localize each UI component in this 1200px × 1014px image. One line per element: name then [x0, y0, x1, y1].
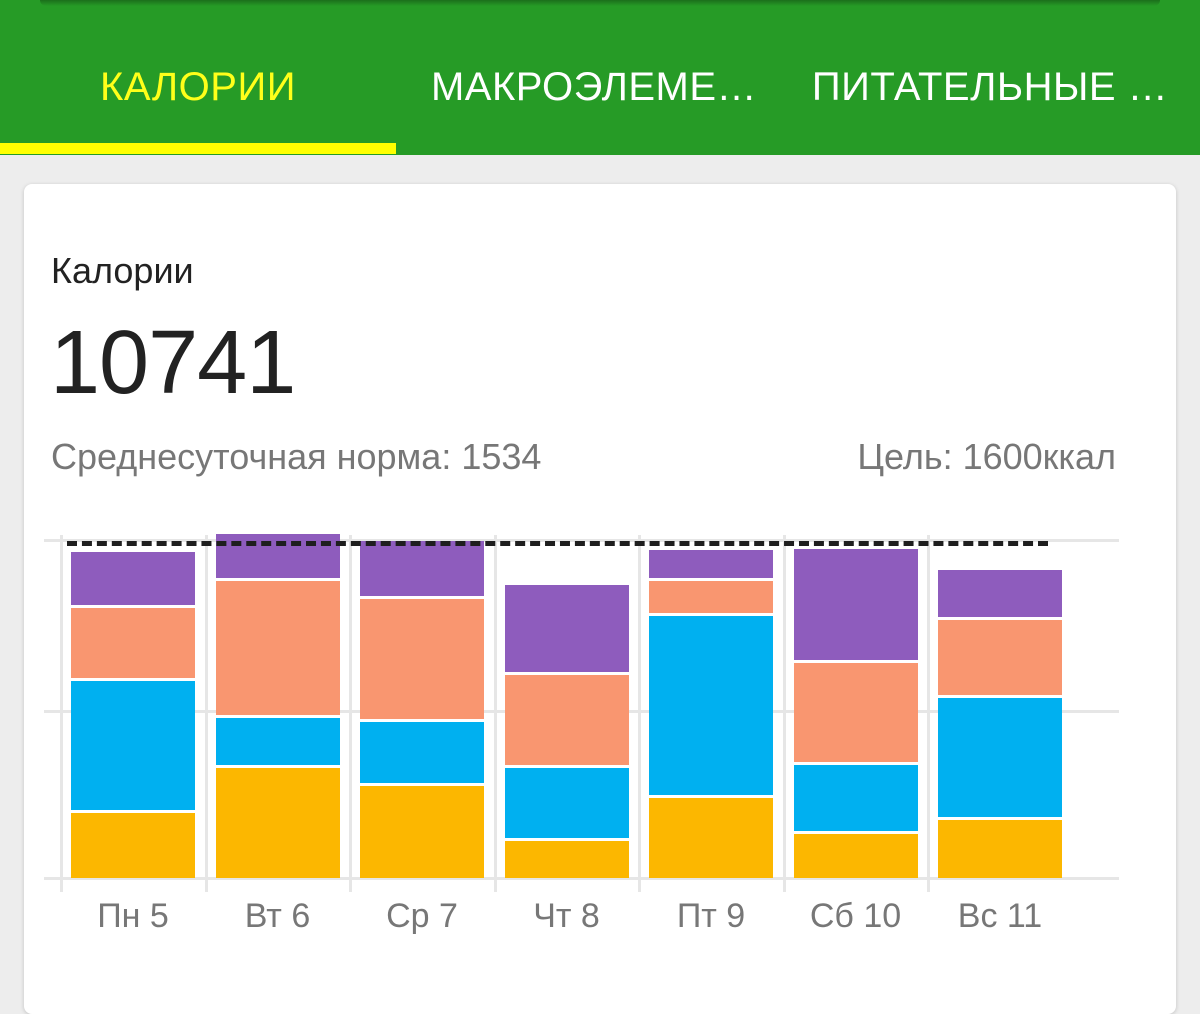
card-title: Калории	[51, 250, 194, 291]
category-separator	[638, 535, 641, 892]
bar-segment	[793, 549, 918, 660]
total-calories-value: 10741	[50, 313, 296, 413]
stacked-bar-chart: Пн 5 Вт 6 Ср 7 Чт 8 Пт 9 Сб 10 Вс 11	[44, 524, 1124, 944]
category-separator	[349, 535, 352, 892]
bar-1[interactable]	[215, 534, 340, 878]
goal-label: Цель: 1600ккал	[857, 436, 1116, 477]
tab-calories[interactable]: КАЛОРИИ	[100, 64, 296, 109]
bar-segment	[793, 659, 918, 762]
bar-segment	[649, 550, 773, 579]
active-tab-indicator	[0, 143, 396, 154]
bar-segment	[504, 764, 629, 839]
bar-segment	[71, 551, 195, 605]
bar-segment	[71, 678, 195, 810]
bar-segment	[215, 578, 340, 715]
bar-segment	[360, 719, 484, 784]
x-axis-label: Сб 10	[809, 897, 902, 935]
bar-segment	[71, 809, 195, 878]
bar-segment	[71, 604, 195, 679]
bar-segment	[504, 838, 629, 878]
x-axis-label: Вс 11	[957, 897, 1043, 935]
x-axis-label: Пн 5	[97, 897, 169, 935]
x-axis-label: Пт 9	[676, 897, 746, 935]
category-separator	[493, 535, 497, 892]
category-separator	[927, 535, 930, 892]
x-axis-label: Вт 6	[244, 897, 311, 935]
bar-segment	[649, 795, 773, 878]
x-axis-label: Ср 7	[386, 897, 458, 935]
tab-nutrients[interactable]: ПИТАТЕЛЬНЫЕ …	[811, 64, 1169, 109]
gridline	[44, 877, 1119, 880]
bar-4[interactable]	[649, 550, 773, 878]
bar-3[interactable]	[504, 585, 629, 878]
category-separator	[782, 535, 786, 892]
bar-2[interactable]	[360, 540, 484, 878]
category-separator	[204, 535, 208, 892]
bar-segment	[360, 595, 484, 720]
bar-segment	[938, 570, 1062, 618]
bar-segment	[649, 612, 773, 796]
calories-card: Калории 10741 Среднесуточная норма: 1534…	[24, 184, 1176, 1014]
bar-segment	[360, 783, 484, 878]
bar-segment	[649, 578, 773, 613]
toolbar-shadow	[40, 0, 1160, 6]
bar-segment	[793, 761, 918, 832]
app-bar: КАЛОРИИ МАКРОЭЛЕМЕ… ПИТАТЕЛЬНЫЕ …	[0, 0, 1200, 155]
bar-segment	[504, 671, 629, 765]
tab-macronutrients[interactable]: МАКРОЭЛЕМЕ…	[430, 64, 758, 109]
daily-average-label: Среднесуточная норма: 1534	[51, 436, 542, 477]
bar-segment	[938, 816, 1062, 878]
bar-segment	[360, 540, 484, 596]
x-axis-label: Чт 8	[533, 897, 600, 935]
bar-segment	[938, 617, 1062, 695]
bar-0[interactable]	[71, 551, 195, 878]
bar-segment	[793, 831, 918, 878]
gridline	[44, 539, 1119, 542]
bar-segment	[215, 714, 340, 765]
goal-dashed-line	[67, 541, 1048, 546]
bar-6[interactable]	[938, 570, 1062, 878]
bar-segment	[938, 694, 1062, 817]
bar-segment	[504, 585, 629, 672]
bar-segment	[215, 764, 340, 878]
category-separator	[60, 535, 63, 892]
bar-5[interactable]	[793, 549, 918, 878]
